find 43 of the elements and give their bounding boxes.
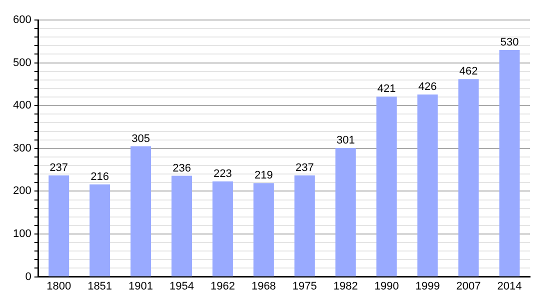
bar xyxy=(172,176,192,276)
bar xyxy=(294,175,315,276)
data-label: 305 xyxy=(132,132,150,145)
bar xyxy=(253,183,274,276)
y-tick-label: 600 xyxy=(12,14,32,26)
data-label: 236 xyxy=(172,162,191,174)
x-tick-label: 1968 xyxy=(251,280,276,292)
x-tick-label: 1999 xyxy=(415,280,440,292)
bar xyxy=(130,146,152,276)
x-tick-label: 1982 xyxy=(333,280,358,292)
x-tick-label: 2007 xyxy=(456,280,481,292)
x-tick-label: 1851 xyxy=(88,280,112,292)
bar xyxy=(417,94,438,276)
bar xyxy=(458,79,479,276)
bar xyxy=(376,96,397,276)
y-tick-label: 100 xyxy=(12,228,32,240)
data-label: 237 xyxy=(50,162,68,174)
data-label: 301 xyxy=(336,134,355,147)
y-tick-label: 400 xyxy=(12,100,32,112)
x-tick-label: 1975 xyxy=(292,280,317,292)
bar xyxy=(335,148,356,276)
bar xyxy=(499,50,520,276)
data-label: 219 xyxy=(254,170,273,182)
data-label: 462 xyxy=(459,66,478,78)
x-tick-label: 1954 xyxy=(170,280,194,292)
data-label: 216 xyxy=(90,170,109,183)
data-label: 223 xyxy=(214,168,232,180)
data-label: 237 xyxy=(295,162,314,174)
bar xyxy=(212,181,233,276)
data-label: 530 xyxy=(500,36,519,48)
y-tick-label: 500 xyxy=(12,56,32,69)
bar xyxy=(90,184,110,276)
x-tick-label: 1901 xyxy=(128,280,154,292)
x-tick-label: 1990 xyxy=(374,280,399,292)
data-label: 421 xyxy=(377,83,396,96)
y-tick-label: 300 xyxy=(12,142,32,154)
data-label: 426 xyxy=(418,81,437,94)
y-tick-label: 200 xyxy=(12,185,32,198)
y-tick-label: 0 xyxy=(25,270,32,283)
x-tick-label: 1800 xyxy=(46,280,72,292)
bar xyxy=(48,175,70,276)
x-tick-label: 1962 xyxy=(210,280,235,292)
x-tick-label: 2014 xyxy=(497,280,522,292)
